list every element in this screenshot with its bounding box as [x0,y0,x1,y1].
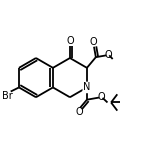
Text: O: O [97,92,105,102]
Text: O: O [104,50,112,60]
Text: Br: Br [2,91,12,101]
Text: O: O [89,38,97,47]
Text: O: O [66,36,74,46]
Text: O: O [75,107,83,117]
Text: N: N [83,82,91,92]
